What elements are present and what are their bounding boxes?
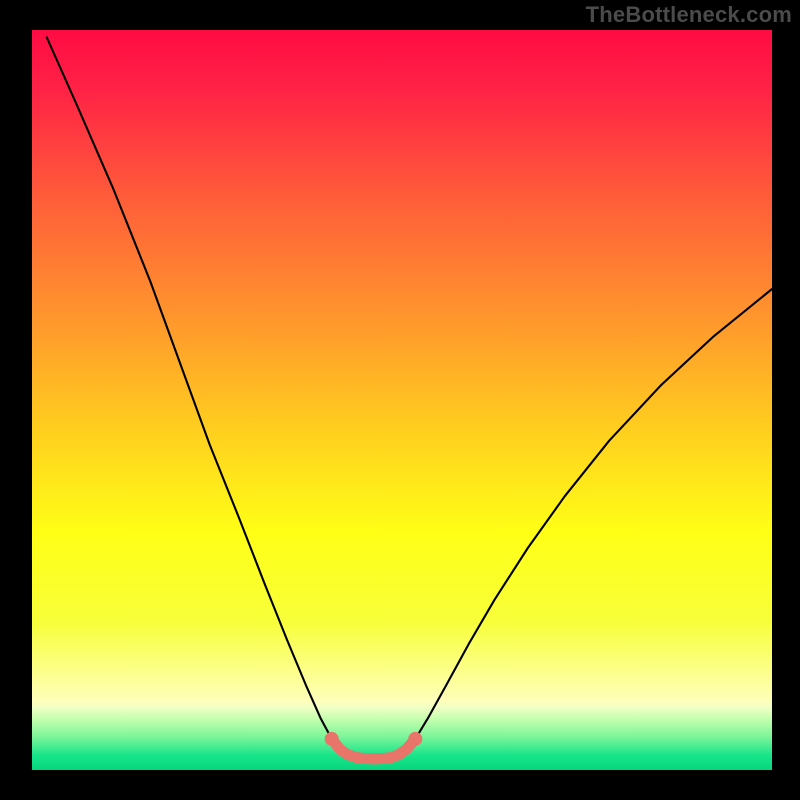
valley-end-marker <box>408 732 422 746</box>
watermark-text: TheBottleneck.com <box>586 2 792 28</box>
valley-start-marker <box>325 732 339 746</box>
chart-canvas: { "meta": { "watermark_text": "TheBottle… <box>0 0 800 800</box>
gradient-background <box>32 30 772 770</box>
bottleneck-curve-chart <box>0 0 800 800</box>
